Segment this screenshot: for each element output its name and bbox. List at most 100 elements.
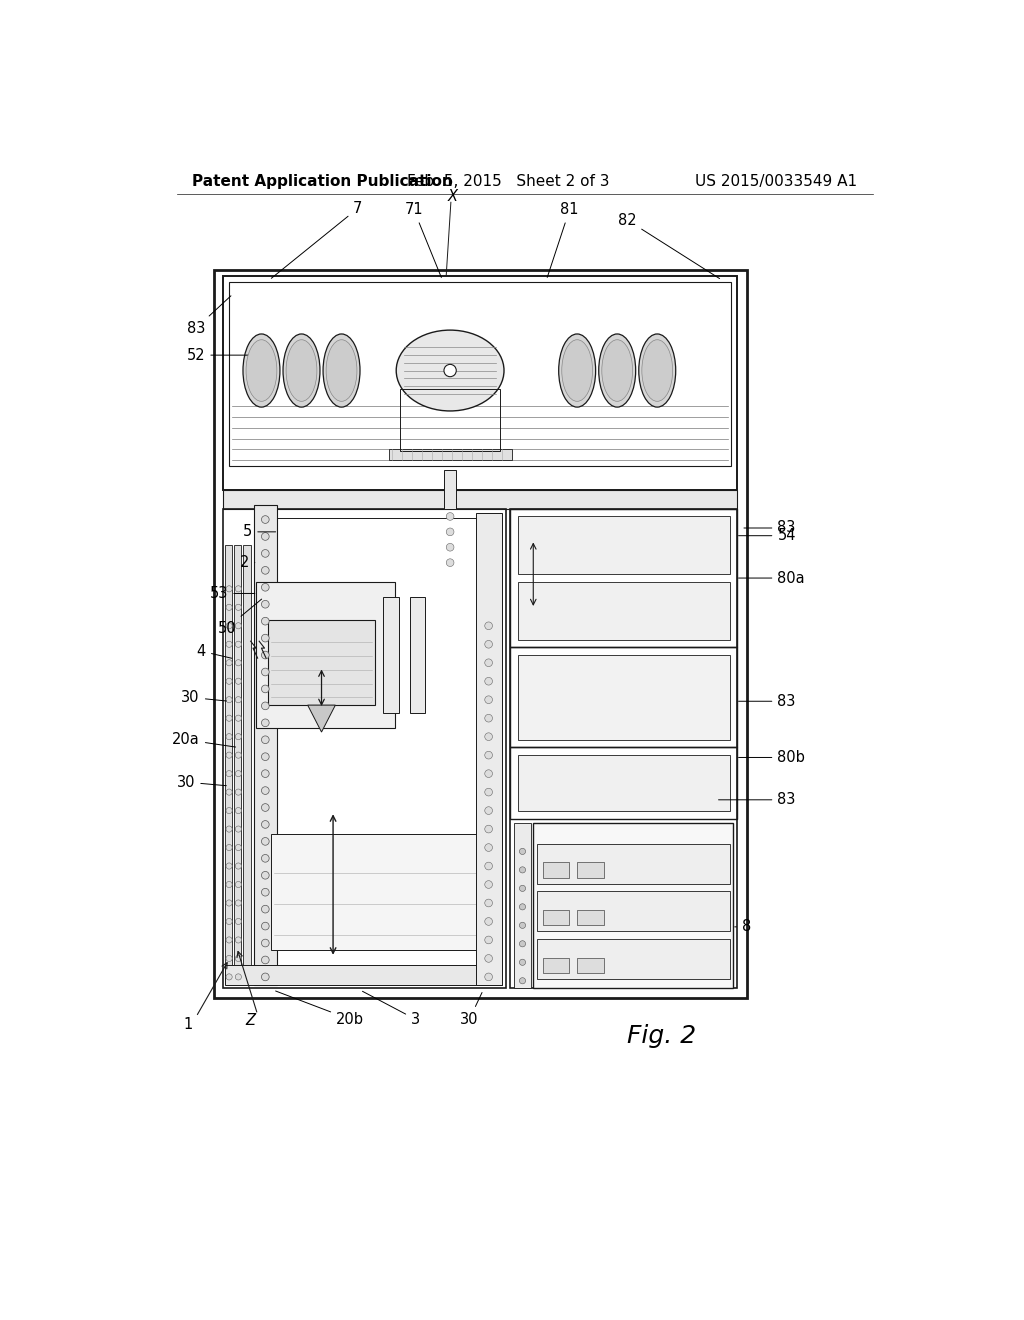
Text: 8: 8: [734, 919, 752, 935]
Ellipse shape: [326, 339, 357, 401]
Circle shape: [226, 919, 232, 924]
Bar: [224, 545, 232, 982]
Text: 80a: 80a: [738, 570, 805, 586]
Circle shape: [261, 973, 269, 981]
Circle shape: [519, 904, 525, 909]
Bar: [243, 545, 251, 982]
Circle shape: [261, 770, 269, 777]
Ellipse shape: [286, 339, 316, 401]
Circle shape: [261, 956, 269, 964]
Bar: [538, 891, 730, 932]
Text: 83: 83: [186, 296, 231, 335]
Circle shape: [261, 923, 269, 929]
Circle shape: [519, 923, 525, 928]
Circle shape: [226, 752, 232, 758]
Bar: [578, 909, 604, 925]
Circle shape: [226, 697, 232, 702]
Bar: [518, 655, 730, 739]
Circle shape: [261, 804, 269, 812]
Bar: [578, 862, 604, 878]
Circle shape: [519, 849, 525, 854]
Circle shape: [484, 788, 493, 796]
Circle shape: [236, 771, 242, 776]
Circle shape: [519, 886, 525, 891]
Circle shape: [261, 940, 269, 946]
Text: 5: 5: [243, 524, 275, 540]
Bar: [254, 506, 276, 985]
Text: 3: 3: [362, 991, 420, 1027]
Circle shape: [484, 862, 493, 870]
Ellipse shape: [562, 339, 593, 401]
Circle shape: [261, 532, 269, 540]
Bar: [388, 449, 512, 461]
Circle shape: [236, 715, 242, 721]
Circle shape: [261, 651, 269, 659]
Bar: [383, 597, 398, 713]
Text: 30: 30: [460, 993, 482, 1027]
Text: 82: 82: [617, 213, 720, 279]
Bar: [518, 516, 730, 574]
Ellipse shape: [246, 339, 276, 401]
Circle shape: [484, 807, 493, 814]
Ellipse shape: [602, 339, 633, 401]
Bar: [518, 755, 730, 812]
Circle shape: [236, 734, 242, 739]
Circle shape: [484, 917, 493, 925]
Circle shape: [226, 974, 232, 979]
Bar: [514, 822, 531, 989]
Bar: [400, 389, 500, 451]
Circle shape: [236, 697, 242, 702]
Bar: [233, 545, 242, 982]
Bar: [444, 470, 457, 508]
Circle shape: [261, 566, 269, 574]
Bar: [475, 512, 503, 985]
Text: 50: 50: [217, 599, 262, 636]
Circle shape: [261, 685, 269, 693]
Bar: [267, 620, 376, 705]
Bar: [214, 271, 746, 998]
Circle shape: [484, 622, 493, 630]
Circle shape: [484, 659, 493, 667]
Text: 2: 2: [240, 556, 255, 570]
Circle shape: [261, 854, 269, 862]
Circle shape: [236, 808, 242, 813]
Circle shape: [236, 586, 242, 591]
Circle shape: [261, 618, 269, 626]
Text: Fig. 2: Fig. 2: [628, 1024, 696, 1048]
Circle shape: [236, 974, 242, 979]
Circle shape: [261, 549, 269, 557]
Bar: [538, 940, 730, 979]
Circle shape: [446, 558, 454, 566]
Circle shape: [236, 956, 242, 961]
Circle shape: [484, 880, 493, 888]
Circle shape: [236, 678, 242, 684]
Circle shape: [484, 714, 493, 722]
Circle shape: [226, 605, 232, 610]
Circle shape: [484, 677, 493, 685]
Circle shape: [519, 941, 525, 946]
Circle shape: [261, 719, 269, 726]
Ellipse shape: [243, 334, 280, 407]
Bar: [223, 490, 737, 508]
Bar: [543, 862, 569, 878]
Circle shape: [261, 668, 269, 676]
Circle shape: [446, 528, 454, 536]
Circle shape: [484, 899, 493, 907]
Circle shape: [226, 826, 232, 832]
Circle shape: [484, 696, 493, 704]
Bar: [223, 276, 737, 490]
Ellipse shape: [559, 334, 596, 407]
Ellipse shape: [323, 334, 360, 407]
Circle shape: [484, 825, 493, 833]
Circle shape: [236, 826, 242, 832]
Bar: [538, 843, 730, 884]
Circle shape: [236, 605, 242, 610]
Bar: [543, 909, 569, 925]
Circle shape: [226, 678, 232, 684]
Circle shape: [236, 642, 242, 647]
Circle shape: [484, 640, 493, 648]
Circle shape: [446, 544, 454, 552]
Ellipse shape: [396, 330, 504, 411]
Circle shape: [484, 936, 493, 944]
Circle shape: [261, 635, 269, 642]
